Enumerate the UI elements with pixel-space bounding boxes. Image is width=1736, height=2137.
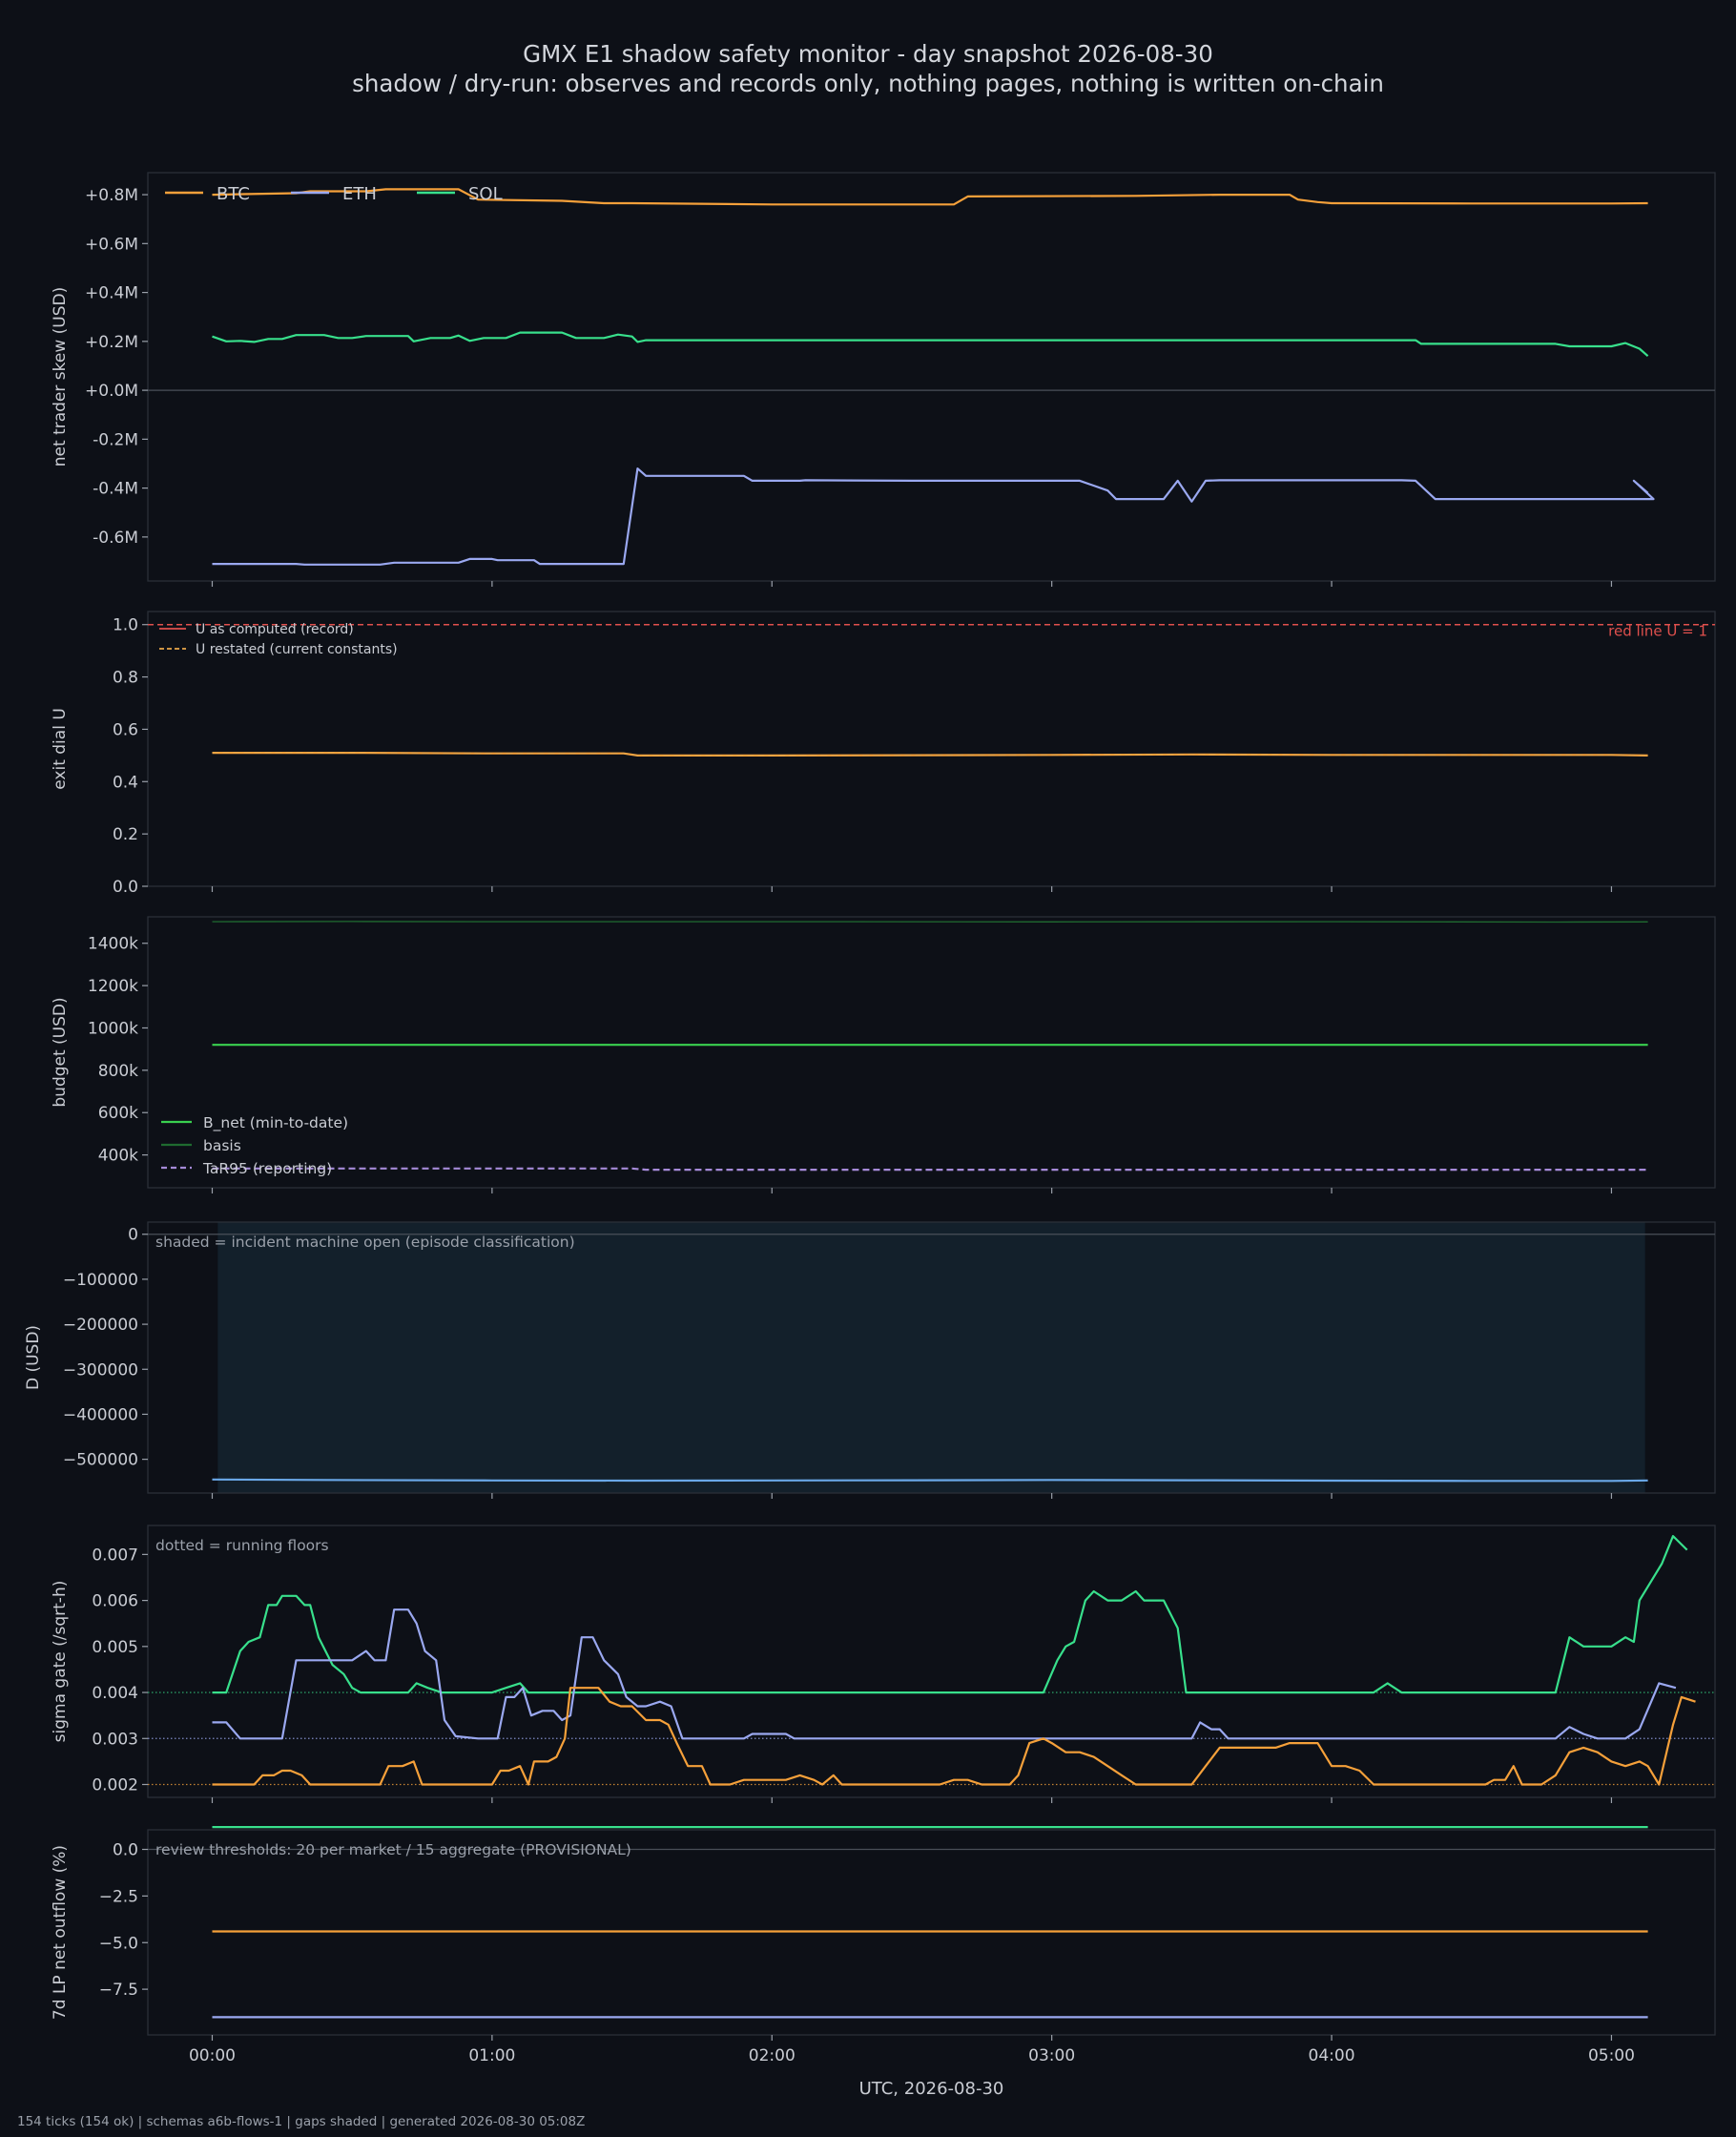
y-tick-label: +0.8M	[85, 186, 138, 205]
panel-frame	[147, 1525, 1716, 1798]
series-tar95-reporting	[212, 1167, 1648, 1172]
panel-frame	[147, 1829, 1716, 2036]
y-axis-label: 7d LP net outflow (%)	[51, 1845, 70, 2020]
series-sol	[212, 1534, 1688, 1694]
panel-D: 0 −100000 −200000 −300000 −400000 −500000 D (U…	[24, 1221, 1716, 1499]
legend-label: U as computed (record)	[196, 622, 354, 637]
panel-annotation: dotted = running floors	[155, 1537, 329, 1554]
panel-frame	[147, 916, 1716, 1189]
panel-lp_outflow: 0.0 −2.5 −5.0 −7.5 00:00 01:00 02:00 03:00 04:00…	[51, 1825, 1716, 2065]
y-tick-label: 1200k	[88, 977, 138, 996]
y-axis-label: budget (USD)	[51, 997, 70, 1107]
panel-frame	[147, 611, 1716, 887]
y-tick-label: 0.2	[113, 825, 138, 844]
series-u-restated-current-constants	[212, 752, 1648, 757]
y-tick-label: −7.5	[99, 1981, 138, 2000]
panel-sigma_gate: 0.007 0.006 0.005 0.004 0.003 0.002 sigma gate…	[51, 1525, 1716, 1803]
y-tick-label: 0.003	[92, 1730, 138, 1749]
y-tick-label: 1400k	[88, 935, 138, 954]
y-axis-label: exit dial U	[51, 708, 70, 790]
y-tick-label: -0.2M	[93, 430, 138, 449]
y-tick-label: 400k	[98, 1147, 138, 1166]
y-axis-label: sigma gate (/sqrt-h)	[51, 1581, 70, 1743]
x-axis-label: UTC, 2026-08-30	[859, 2079, 1004, 2099]
y-tick-label: −100000	[63, 1271, 138, 1290]
y-tick-label: +0.4M	[85, 284, 138, 303]
panel-frame	[147, 1221, 1716, 1494]
x-tick-label: 01:00	[468, 2046, 515, 2065]
panel-exit_dial: red line U = 1 1.0 0.8 0.6 0.4 0.2 0.0 exit dia…	[51, 611, 1716, 897]
legend-label: basis	[203, 1137, 241, 1154]
y-tick-label: 0.8	[113, 669, 138, 688]
panel-frame	[147, 172, 1716, 582]
y-tick-label: 600k	[98, 1104, 138, 1123]
y-tick-label: 0.6	[113, 720, 138, 739]
y-tick-label: 0.007	[92, 1546, 138, 1565]
y-tick-label: -0.4M	[93, 480, 138, 499]
legend-label: SOL	[468, 184, 503, 204]
panel-annotation: review thresholds: 20 per market / 15 ag…	[155, 1841, 631, 1858]
y-tick-label: +0.6M	[85, 235, 138, 254]
y-tick-label: −200000	[63, 1316, 138, 1335]
y-axis-label: D (USD)	[24, 1325, 43, 1390]
y-tick-label: +0.2M	[85, 333, 138, 352]
y-tick-label: 0.002	[92, 1775, 138, 1795]
x-tick-label: 02:00	[749, 2046, 796, 2065]
series-d	[212, 1478, 1648, 1483]
y-tick-label: −400000	[63, 1405, 138, 1424]
y-tick-label: 0	[128, 1226, 138, 1245]
series-eth	[212, 467, 1655, 566]
y-tick-label: −500000	[63, 1451, 138, 1470]
series-btc	[212, 1687, 1696, 1786]
y-axis-label: net trader skew (USD)	[51, 287, 70, 467]
legend-label: TaR95 (reporting)	[202, 1160, 332, 1177]
y-tick-label: 1000k	[88, 1019, 138, 1038]
y-tick-label: +0.0M	[85, 382, 138, 401]
x-tick-label: 00:00	[189, 2046, 236, 2065]
legend-label: BTC	[217, 184, 250, 204]
y-tick-label: 0.005	[92, 1638, 138, 1657]
y-tick-label: 1.0	[113, 616, 138, 635]
y-tick-label: −5.0	[99, 1934, 138, 1953]
incident-shade	[217, 1222, 1645, 1493]
x-tick-label: 03:00	[1028, 2046, 1075, 2065]
y-tick-label: −300000	[63, 1360, 138, 1380]
y-tick-label: 0.4	[113, 773, 138, 792]
series-eth	[212, 1608, 1677, 1740]
legend-label: U restated (current constants)	[196, 642, 398, 657]
y-tick-label: 0.004	[92, 1684, 138, 1703]
red-line-label: red line U = 1	[1608, 623, 1707, 640]
x-tick-label: 04:00	[1309, 2046, 1355, 2065]
panel-skew: +0.8M +0.6M +0.4M +0.2M +0.0M -0.2M -0.4M -0.6M…	[51, 172, 1716, 587]
y-tick-label: -0.6M	[93, 529, 138, 548]
legend-label: B_net (min-to-date)	[203, 1114, 348, 1132]
panel-annotation: shaded = incident machine open (episode …	[155, 1234, 575, 1251]
x-tick-label: 05:00	[1588, 2046, 1635, 2065]
series-btc	[212, 188, 1648, 206]
panel-budget: 1400k 1200k 1000k 800k 600k 400k budget (USD) B…	[51, 916, 1716, 1193]
y-tick-label: 0.0	[113, 878, 138, 897]
series-basis	[212, 921, 1648, 923]
y-tick-label: 0.006	[92, 1592, 138, 1611]
chart-title: GMX E1 shadow safety monitor - day snaps…	[523, 40, 1213, 68]
chart-subtitle: shadow / dry-run: observes and records o…	[352, 70, 1384, 97]
y-tick-label: −2.5	[99, 1887, 138, 1906]
legend-label: ETH	[342, 184, 377, 204]
y-tick-label: 800k	[98, 1062, 138, 1081]
y-tick-label: 0.0	[113, 1841, 138, 1860]
status-footer: 154 ticks (154 ok) | schemas a6b-flows-1…	[17, 2114, 586, 2129]
series-sol	[212, 331, 1649, 358]
